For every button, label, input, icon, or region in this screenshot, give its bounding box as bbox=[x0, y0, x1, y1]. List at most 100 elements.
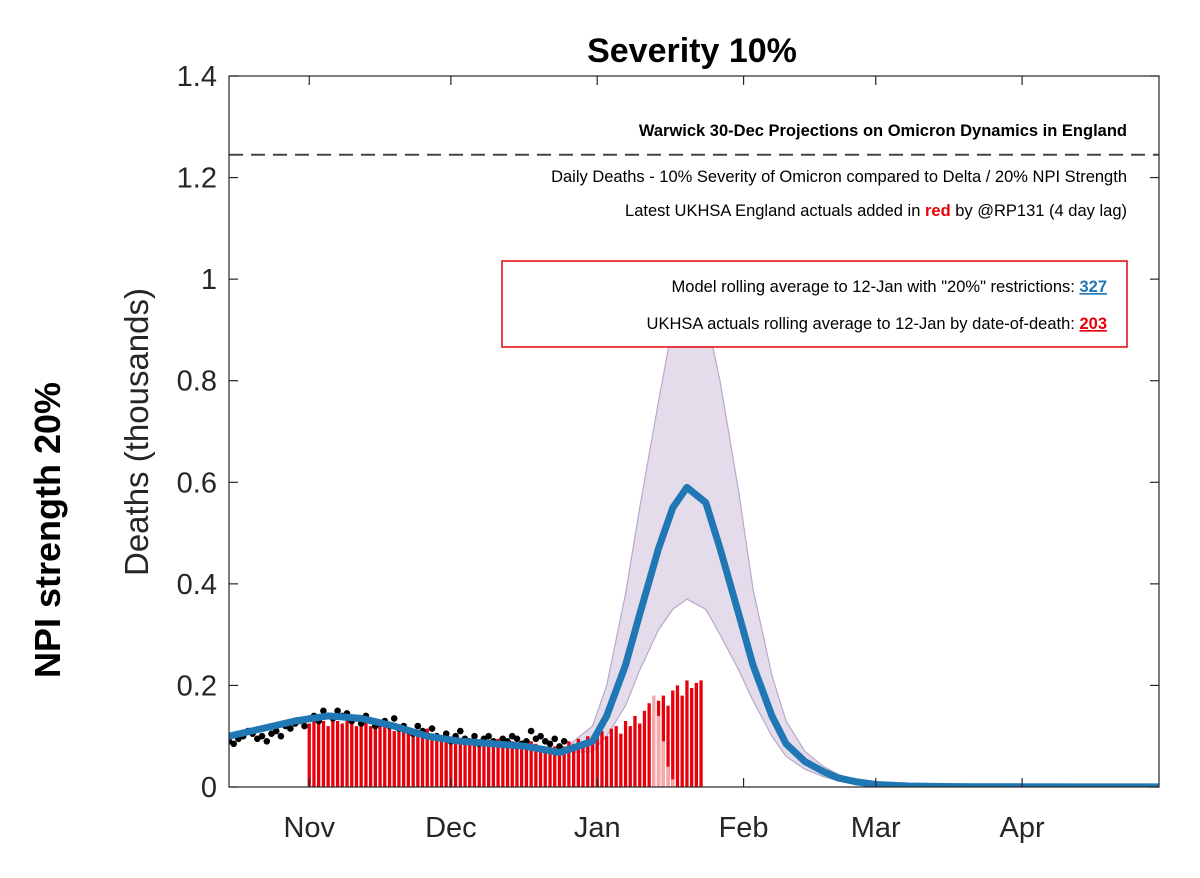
actual-bar bbox=[595, 733, 599, 787]
actual-bar bbox=[468, 738, 472, 787]
actual-bar bbox=[671, 690, 675, 787]
x-tick-label: Mar bbox=[851, 812, 901, 844]
observed-point bbox=[537, 732, 544, 740]
actual-bar bbox=[354, 726, 359, 787]
model-median-line bbox=[229, 483, 1159, 787]
annotation-heading: Warwick 30-Dec Projections on Omicron Dy… bbox=[639, 122, 1127, 140]
observed-point bbox=[471, 732, 478, 740]
actual-bar bbox=[534, 743, 538, 787]
observed-point bbox=[546, 740, 554, 748]
actual-bar bbox=[586, 736, 590, 787]
actual-bar bbox=[373, 728, 377, 787]
actual-bar bbox=[576, 738, 580, 787]
actual-bar bbox=[496, 738, 500, 787]
actual-bar bbox=[430, 736, 434, 787]
y-tick-label: 1.2 bbox=[177, 163, 217, 195]
observed-point bbox=[513, 735, 521, 743]
y-axis-label: Deaths (thousands) bbox=[118, 288, 155, 576]
observed-point bbox=[258, 732, 266, 740]
y-tick-label: 1 bbox=[201, 264, 217, 296]
actual-bar bbox=[562, 746, 566, 787]
plot-content bbox=[229, 153, 1159, 787]
box-line2-text: UKHSA actuals rolling average to 12-Jan … bbox=[647, 315, 1080, 333]
actual-bar bbox=[619, 733, 623, 787]
actual-bar bbox=[633, 715, 637, 787]
observed-point bbox=[320, 707, 327, 715]
x-tick-label: Feb bbox=[719, 812, 769, 844]
observed-point bbox=[230, 740, 237, 748]
actual-bar bbox=[307, 723, 311, 787]
actual-bar bbox=[666, 705, 670, 787]
observed-point bbox=[272, 727, 280, 735]
actual-bar bbox=[378, 723, 382, 787]
observed-point bbox=[457, 727, 464, 735]
actual-bar bbox=[312, 715, 316, 787]
actual-bar bbox=[609, 728, 613, 787]
observed-point bbox=[556, 743, 563, 750]
actual-bar bbox=[590, 738, 595, 787]
observed-point bbox=[334, 707, 341, 715]
x-tick-label: Dec bbox=[425, 812, 477, 844]
actual-bar bbox=[340, 723, 344, 787]
annotation-line1: Daily Deaths - 10% Severity of Omicron c… bbox=[551, 168, 1127, 186]
box-line2: UKHSA actuals rolling average to 12-Jan … bbox=[647, 315, 1107, 333]
actual-bar bbox=[350, 721, 354, 787]
actual-bar bbox=[685, 680, 689, 787]
recent-actual-bar bbox=[656, 715, 661, 787]
actual-bar bbox=[515, 743, 519, 787]
observed-point bbox=[263, 738, 271, 745]
actual-bar bbox=[331, 718, 335, 787]
actual-bar bbox=[335, 721, 340, 787]
observed-point bbox=[428, 725, 436, 732]
actual-bar bbox=[416, 733, 420, 787]
actual-bar bbox=[505, 743, 510, 787]
observed-point bbox=[277, 732, 285, 740]
actual-bar bbox=[680, 695, 684, 787]
plot-frame bbox=[228, 75, 1160, 788]
actual-bar bbox=[317, 718, 321, 787]
actual-bar bbox=[638, 723, 642, 787]
actual-bar bbox=[675, 685, 680, 787]
x-tick-label: Nov bbox=[283, 812, 335, 844]
actual-bar bbox=[501, 741, 505, 787]
actual-bar bbox=[694, 682, 698, 787]
actual-bar bbox=[406, 733, 410, 787]
actual-bar bbox=[383, 726, 387, 787]
recent-actual-bar bbox=[652, 695, 656, 787]
actual-bar bbox=[444, 736, 448, 787]
y-axis: 0 0.2 0.4 0.6 0.8 1 1.2 1.4 bbox=[177, 61, 1159, 804]
actual-bar bbox=[520, 746, 524, 787]
box-value-model: 327 bbox=[1079, 278, 1107, 296]
observed-point bbox=[287, 725, 294, 732]
x-tick-label: Jan bbox=[574, 812, 621, 844]
actual-bar bbox=[487, 743, 491, 787]
actual-bar bbox=[548, 743, 552, 787]
actual-bar bbox=[420, 736, 425, 787]
y-tick-label: 1.4 bbox=[177, 61, 217, 93]
actual-bar bbox=[439, 738, 444, 787]
actual-bar bbox=[321, 721, 326, 787]
actual-bar bbox=[510, 741, 514, 787]
observed-point bbox=[527, 727, 535, 735]
annotation-line2-red: red bbox=[925, 202, 951, 220]
actual-bar bbox=[581, 741, 585, 787]
actual-bar bbox=[326, 726, 330, 787]
annotation-line2-suffix: by @RP131 (4 day lag) bbox=[951, 202, 1127, 220]
actual-bar bbox=[453, 736, 458, 787]
y-tick-label: 0 bbox=[201, 772, 217, 804]
box-line1-text: Model rolling average to 12-Jan with "20… bbox=[672, 278, 1080, 296]
actual-bar bbox=[491, 741, 495, 787]
actual-bar bbox=[605, 736, 609, 787]
y-tick-label: 0.4 bbox=[177, 569, 217, 601]
box-value-actual: 203 bbox=[1079, 315, 1107, 333]
actual-bar bbox=[524, 743, 529, 787]
recent-actual-bar bbox=[666, 766, 670, 787]
actual-bar bbox=[397, 726, 401, 787]
actual-bar bbox=[529, 741, 533, 787]
x-axis: Nov Dec Jan Feb Mar Apr bbox=[283, 76, 1045, 844]
actual-bar bbox=[572, 743, 576, 787]
observed-point bbox=[560, 738, 568, 745]
uncertainty-band bbox=[229, 293, 1159, 787]
actual-bar bbox=[600, 731, 604, 787]
